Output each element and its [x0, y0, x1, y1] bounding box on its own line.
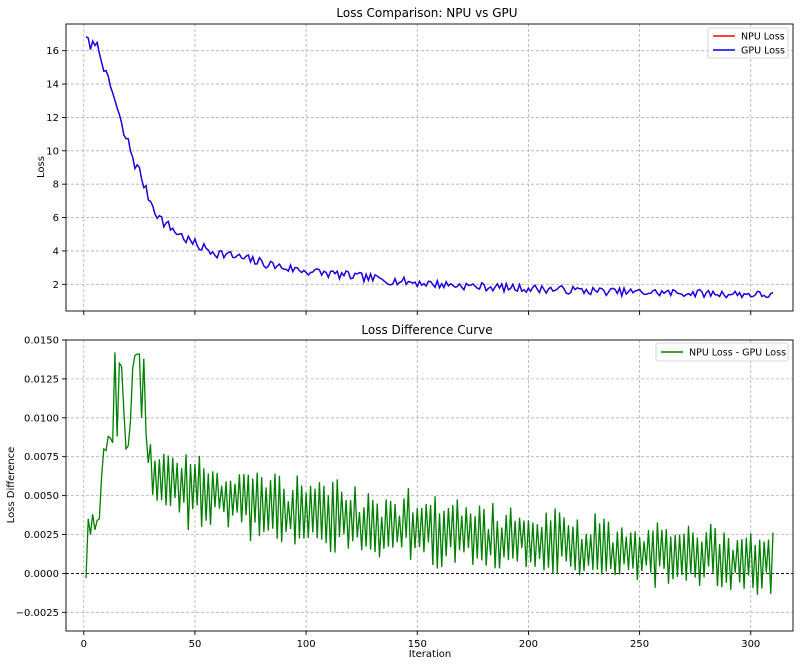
y-tick-label: 0.0075	[24, 452, 59, 463]
legend: NPU Loss GPU Loss	[707, 27, 789, 59]
y-tick-label: 2	[53, 280, 59, 291]
y-tick-label: 0.0025	[24, 530, 59, 541]
y-tick-label: 0.0050	[24, 491, 59, 502]
y-tick-label: 0.0125	[24, 374, 59, 385]
loss-comparison-chart: Loss Comparison: NPU vs GPU 2 4 6 8 10 12 14 16…	[36, 6, 794, 315]
y-tick-label: 8	[53, 180, 59, 191]
x-tick-label: 100	[297, 639, 316, 650]
x-tick-label: 50	[189, 639, 202, 650]
x-tick-label: 200	[519, 639, 538, 650]
chart-title: Loss Comparison: NPU vs GPU	[336, 6, 517, 20]
y-tick-label: −0.0025	[16, 608, 59, 619]
plot-frame	[65, 23, 794, 312]
series-line-npu-loss	[85, 36, 774, 300]
y-tick-label: 0.0100	[24, 413, 59, 424]
x-tick-label: 0	[81, 639, 87, 650]
y-tick-label: 14	[46, 80, 59, 91]
x-axis-label: Iteration	[409, 649, 451, 660]
loss-difference-chart: Loss Difference Curve 0 50 100 150 200 250 300…	[6, 323, 794, 660]
x-tick-label: 300	[741, 639, 760, 650]
y-tick-label: 10	[46, 146, 59, 157]
y-tick-label: 0.0000	[24, 569, 59, 580]
y-axis-label: Loss	[36, 156, 47, 178]
y-tick-label: 12	[46, 113, 59, 124]
y-tick-label: 16	[46, 46, 59, 57]
y-tick-label: 6	[53, 213, 59, 224]
legend-label-gpu: GPU Loss	[741, 46, 785, 57]
y-axis-label: Loss Difference	[6, 447, 17, 524]
legend-label-diff: NPU Loss - GPU Loss	[689, 348, 786, 359]
series-line-loss-difference	[85, 352, 774, 595]
legend: NPU Loss - GPU Loss	[655, 342, 789, 362]
chart-title: Loss Difference Curve	[361, 323, 492, 337]
series-line-gpu-loss	[85, 36, 774, 299]
x-tick-label: 150	[408, 639, 427, 650]
y-tick-label: 4	[53, 246, 59, 257]
y-tick-label: 0.0150	[24, 336, 59, 347]
plot-frame	[65, 339, 794, 632]
legend-label-npu: NPU Loss	[741, 32, 785, 43]
x-tick-label: 250	[630, 639, 649, 650]
